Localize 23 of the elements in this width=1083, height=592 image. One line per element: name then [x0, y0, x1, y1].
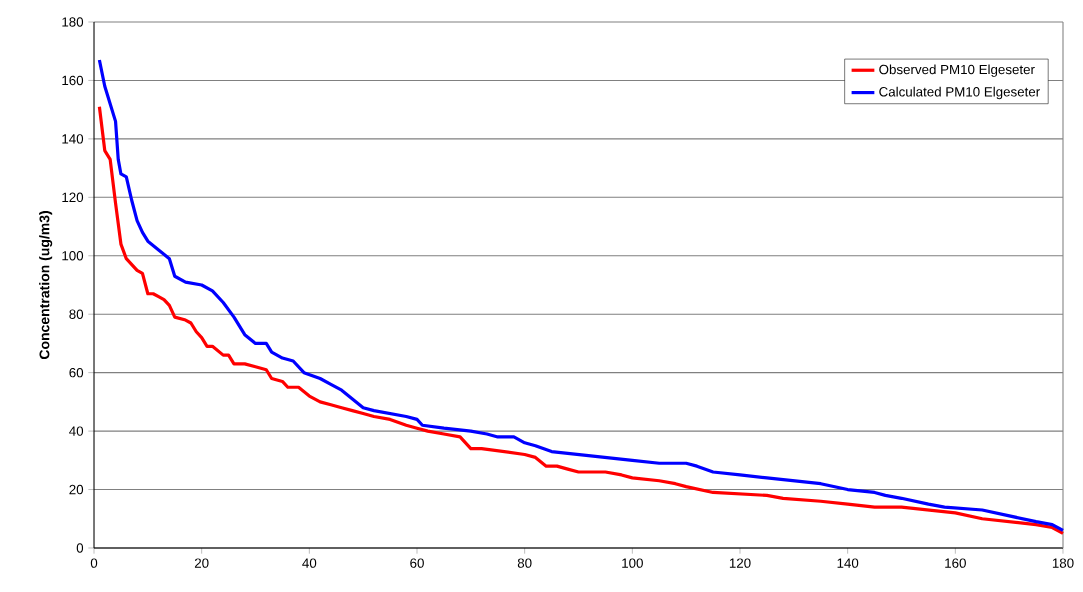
y-axis-title: Concentration (ug/m3)	[39, 211, 53, 360]
x-tick-label: 20	[194, 558, 209, 568]
y-tick-label: 80	[69, 309, 84, 319]
x-tick-label: 100	[622, 558, 643, 568]
y-tick-label: 100	[62, 251, 84, 261]
x-tick-label: 140	[837, 558, 859, 568]
x-tick-label: 40	[302, 558, 317, 568]
legend-label: Observed PM10 Elgeseter	[879, 64, 1035, 77]
legend-label: Calculated PM10 Elgeseter	[879, 86, 1040, 100]
x-tick-label: 0	[90, 558, 98, 568]
x-tick-label: 180	[1052, 558, 1074, 568]
x-tick-label: 120	[729, 558, 751, 568]
y-tick-label: 120	[62, 192, 84, 203]
x-tick-label: 80	[517, 558, 532, 568]
y-tick-label: 180	[62, 17, 84, 27]
y-tick-label: 60	[69, 367, 84, 378]
y-tick-label: 160	[62, 75, 84, 86]
y-tick-label: 20	[69, 484, 84, 495]
y-tick-label: 140	[62, 134, 84, 144]
y-tick-label: 40	[69, 426, 84, 436]
x-tick-label: 60	[410, 558, 424, 568]
x-tick-label: 160	[945, 558, 966, 568]
y-tick-label: 0	[76, 543, 84, 553]
